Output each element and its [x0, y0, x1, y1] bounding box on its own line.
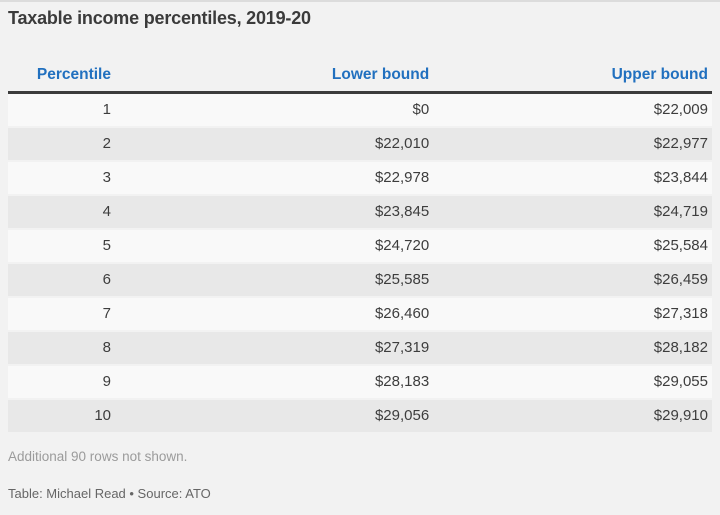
lower-bound-cell: $25,585: [115, 264, 434, 298]
lower-bound-cell: $27,319: [115, 332, 434, 366]
percentile-cell: 3: [8, 162, 115, 196]
percentile-cell: 9: [8, 366, 115, 400]
column-header-percentile[interactable]: Percentile: [8, 29, 115, 94]
table-row: 4 $23,845 $24,719: [8, 196, 712, 230]
upper-bound-cell: $22,977: [433, 128, 712, 162]
lower-bound-cell: $22,010: [115, 128, 434, 162]
lower-bound-cell: $0: [115, 94, 434, 128]
percentile-cell: 6: [8, 264, 115, 298]
percentile-cell: 7: [8, 298, 115, 332]
upper-bound-cell: $22,009: [433, 94, 712, 128]
table-row: 7 $26,460 $27,318: [8, 298, 712, 332]
percentile-cell: 10: [8, 400, 115, 434]
lower-bound-cell: $23,845: [115, 196, 434, 230]
table-row: 8 $27,319 $28,182: [8, 332, 712, 366]
column-header-lower-bound[interactable]: Lower bound: [115, 29, 434, 94]
table-row: 6 $25,585 $26,459: [8, 264, 712, 298]
column-header-upper-bound[interactable]: Upper bound: [433, 29, 712, 94]
credit-line: Table: Michael Read • Source: ATO: [8, 486, 211, 501]
table-row: 9 $28,183 $29,055: [8, 366, 712, 400]
percentile-cell: 1: [8, 94, 115, 128]
lower-bound-cell: $22,978: [115, 162, 434, 196]
upper-bound-cell: $27,318: [433, 298, 712, 332]
table-row: 5 $24,720 $25,584: [8, 230, 712, 264]
lower-bound-cell: $29,056: [115, 400, 434, 434]
percentile-cell: 2: [8, 128, 115, 162]
lower-bound-cell: $24,720: [115, 230, 434, 264]
upper-bound-cell: $25,584: [433, 230, 712, 264]
percentile-cell: 4: [8, 196, 115, 230]
rows-not-shown-note: Additional 90 rows not shown.: [8, 449, 188, 464]
percentiles-table: Percentile Lower bound Upper bound 1 $0 …: [8, 29, 712, 434]
table-row: 10 $29,056 $29,910: [8, 400, 712, 434]
page-title: Taxable income percentiles, 2019-20: [8, 8, 311, 28]
lower-bound-cell: $28,183: [115, 366, 434, 400]
table-row: 2 $22,010 $22,977: [8, 128, 712, 162]
percentile-cell: 8: [8, 332, 115, 366]
lower-bound-cell: $26,460: [115, 298, 434, 332]
upper-bound-cell: $28,182: [433, 332, 712, 366]
table-row: 1 $0 $22,009: [8, 94, 712, 128]
upper-bound-cell: $26,459: [433, 264, 712, 298]
table-row: 3 $22,978 $23,844: [8, 162, 712, 196]
upper-bound-cell: $29,910: [433, 400, 712, 434]
upper-bound-cell: $24,719: [433, 196, 712, 230]
header-row: Percentile Lower bound Upper bound: [8, 29, 712, 94]
upper-bound-cell: $23,844: [433, 162, 712, 196]
upper-bound-cell: $29,055: [433, 366, 712, 400]
percentile-cell: 5: [8, 230, 115, 264]
